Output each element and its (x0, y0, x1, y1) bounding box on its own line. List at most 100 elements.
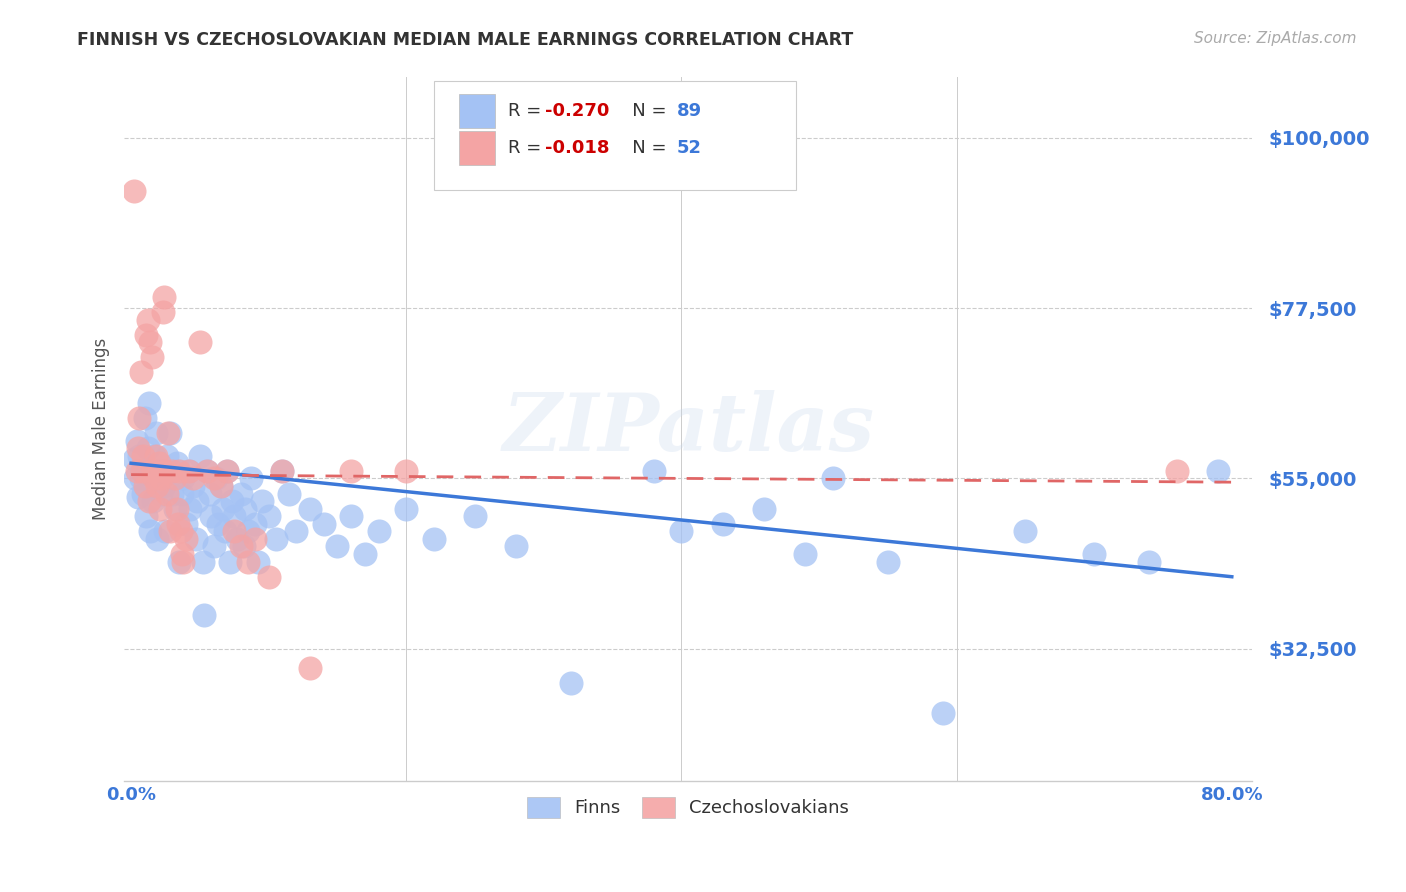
Point (214, 524, 236, 539)
Point (131, 464, 153, 478)
Text: N =: N = (614, 103, 672, 120)
Point (169, 524, 191, 539)
Text: 89: 89 (678, 103, 702, 120)
Point (149, 501, 172, 516)
Point (135, 327, 157, 342)
Point (193, 607, 215, 622)
Text: R =: R = (508, 139, 547, 157)
Point (124, 471, 146, 485)
Point (129, 471, 152, 485)
Point (239, 471, 262, 485)
Point (202, 471, 225, 485)
Point (1083, 547, 1105, 561)
Legend: Finns, Czechoslovakians: Finns, Czechoslovakians (520, 789, 856, 825)
Point (233, 501, 256, 516)
Point (142, 464, 165, 478)
Point (1014, 524, 1036, 539)
Point (138, 396, 160, 410)
Point (139, 524, 162, 539)
Point (132, 486, 155, 500)
Point (150, 471, 173, 485)
Point (155, 464, 177, 478)
Text: N =: N = (614, 139, 672, 157)
Point (643, 464, 665, 478)
Point (1166, 464, 1188, 478)
Point (207, 516, 229, 531)
Point (340, 509, 363, 524)
Point (395, 464, 418, 478)
Point (177, 464, 200, 478)
Point (217, 464, 239, 478)
Point (932, 706, 955, 720)
Point (711, 516, 734, 531)
Point (152, 305, 174, 319)
Point (188, 449, 211, 463)
Point (312, 516, 335, 531)
Point (271, 464, 294, 478)
Point (224, 509, 246, 524)
Point (148, 456, 170, 470)
Point (141, 351, 163, 365)
Point (184, 532, 207, 546)
Point (165, 501, 187, 516)
Point (181, 471, 204, 485)
Point (174, 516, 197, 531)
Point (221, 494, 243, 508)
Point (122, 452, 145, 467)
Point (195, 464, 218, 478)
Point (159, 425, 181, 440)
Point (231, 540, 253, 554)
Point (135, 509, 157, 524)
Point (195, 464, 218, 478)
Point (243, 516, 266, 531)
Point (128, 410, 150, 425)
Point (141, 464, 163, 478)
Point (257, 509, 280, 524)
Point (150, 486, 173, 500)
Point (285, 524, 308, 539)
Point (198, 486, 221, 500)
Point (181, 479, 204, 493)
Point (131, 464, 153, 478)
Point (340, 464, 363, 478)
Point (232, 540, 254, 554)
Point (794, 547, 817, 561)
Point (191, 555, 214, 569)
Text: FINNISH VS CZECHOSLOVAKIAN MEDIAN MALE EARNINGS CORRELATION CHART: FINNISH VS CZECHOSLOVAKIAN MEDIAN MALE E… (77, 31, 853, 49)
Point (122, 184, 145, 198)
FancyBboxPatch shape (434, 81, 796, 190)
Text: R =: R = (508, 103, 547, 120)
Point (162, 486, 184, 500)
Point (205, 471, 228, 485)
Point (217, 464, 239, 478)
Point (209, 479, 232, 493)
Point (278, 486, 301, 500)
Text: Source: ZipAtlas.com: Source: ZipAtlas.com (1194, 31, 1357, 46)
Point (209, 479, 232, 493)
Point (156, 449, 179, 463)
Point (145, 449, 167, 463)
Point (159, 524, 181, 539)
FancyBboxPatch shape (460, 131, 495, 165)
Point (167, 516, 190, 531)
Point (821, 471, 844, 485)
Point (132, 449, 155, 463)
Point (156, 486, 179, 500)
Point (170, 486, 193, 500)
Point (671, 524, 693, 539)
Point (354, 547, 377, 561)
Point (395, 501, 418, 516)
Point (153, 290, 176, 304)
Text: -0.270: -0.270 (546, 103, 609, 120)
Point (129, 366, 152, 380)
Point (298, 501, 321, 516)
Point (143, 471, 166, 485)
Point (257, 570, 280, 584)
Point (172, 555, 194, 569)
Point (136, 312, 159, 326)
Text: 52: 52 (678, 139, 702, 157)
Text: ZIPatlas: ZIPatlas (502, 391, 875, 468)
Point (155, 524, 177, 539)
Point (464, 509, 486, 524)
Point (134, 410, 156, 425)
